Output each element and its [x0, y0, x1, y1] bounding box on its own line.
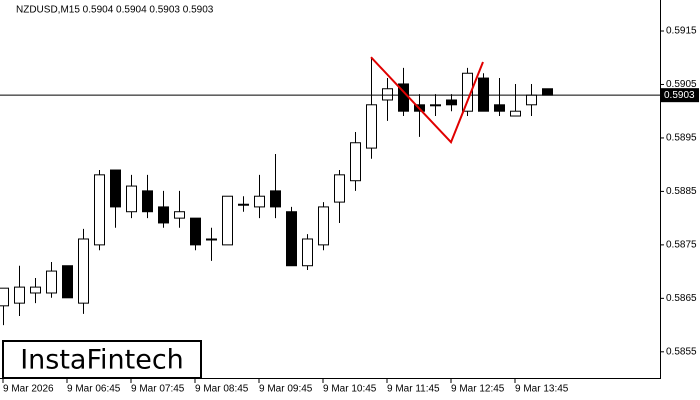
candle-body [14, 286, 25, 304]
x-tick-label: 9 Mar 08:45 [195, 384, 249, 395]
x-tick-label: 9 Mar 2026 [3, 384, 54, 395]
candle-body [334, 174, 345, 203]
candle-body [238, 203, 249, 206]
x-tick-label: 9 Mar 11:45 [387, 384, 440, 395]
y-tick-label: 0.5885 [666, 186, 697, 197]
candle-body [302, 238, 313, 267]
candle-body [126, 185, 137, 213]
candle-body [222, 195, 233, 246]
candle-body [142, 190, 153, 213]
candle-body [158, 206, 169, 224]
y-tick-label: 0.5915 [666, 26, 697, 37]
candle-body [254, 195, 265, 208]
candle-body [46, 270, 57, 294]
logo-box [2, 340, 202, 379]
candle-body [526, 94, 537, 106]
y-tick-label: 0.5855 [666, 346, 697, 357]
price-label: 0.5903 [664, 90, 695, 101]
pattern-line [370, 56, 484, 145]
price-label-box [661, 88, 699, 103]
candle-body [0, 287, 9, 307]
candle-body [62, 265, 73, 299]
y-tick-label: 0.5865 [666, 293, 697, 304]
candle-body [30, 286, 41, 294]
x-tick-label: 9 Mar 13:45 [515, 384, 569, 395]
candle-body [366, 104, 377, 149]
x-tick-label: 9 Mar 12:45 [451, 384, 505, 395]
candle-body [286, 211, 297, 267]
candle-body [462, 72, 473, 112]
candle-body [206, 238, 217, 241]
candle-body [430, 104, 441, 107]
x-tick-label: 9 Mar 07:45 [131, 384, 185, 395]
candle-body [478, 77, 489, 112]
candle-body [318, 206, 329, 246]
y-tick-label: 0.5875 [666, 240, 697, 251]
candle-body [190, 217, 201, 246]
chart-title: NZDUSD,M15 0.5904 0.5904 0.5903 0.5903 [16, 5, 214, 16]
logo: InstaFintech [20, 345, 184, 376]
x-tick-label: 9 Mar 06:45 [67, 384, 121, 395]
candle-body [174, 211, 185, 219]
y-tick-label: 0.5895 [666, 133, 697, 144]
candle-body [446, 99, 457, 106]
candle-body [542, 88, 553, 96]
candle-body [94, 174, 105, 246]
candle-body [350, 142, 361, 182]
x-tick-label: 9 Mar 09:45 [259, 384, 313, 395]
candle-body [110, 169, 121, 208]
candle-body [270, 190, 281, 208]
x-tick-label: 9 Mar 10:45 [323, 384, 377, 395]
candle-body [78, 238, 89, 304]
candle-body [510, 110, 521, 117]
candle-body [382, 88, 393, 101]
candle-body [494, 104, 505, 112]
y-tick-label: 0.5905 [666, 79, 697, 90]
